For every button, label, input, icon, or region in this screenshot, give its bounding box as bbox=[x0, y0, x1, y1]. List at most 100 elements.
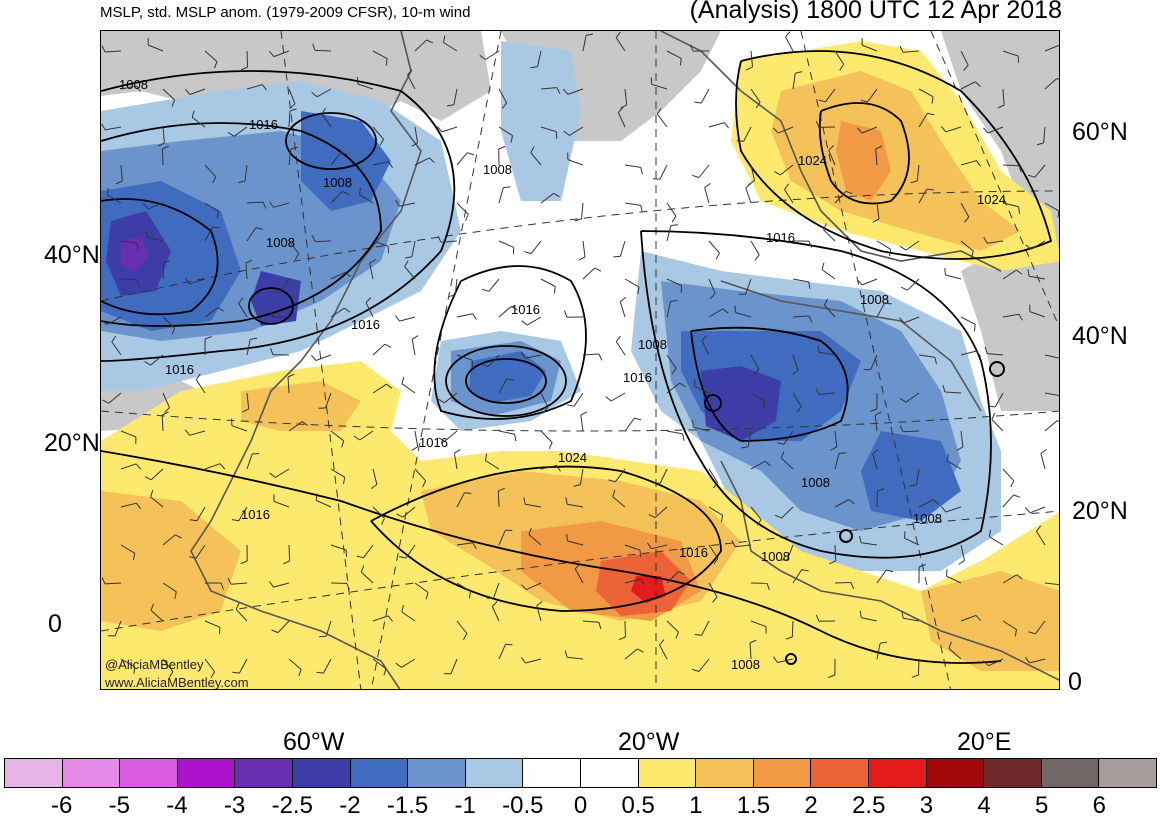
isobar-label: 1008 bbox=[638, 337, 667, 352]
wind-barb bbox=[625, 165, 641, 167]
anomaly-colorbar bbox=[4, 758, 1157, 788]
colorbar-swatch bbox=[927, 759, 985, 787]
colorbar-tick-label: 4 bbox=[977, 792, 990, 820]
wind-barb bbox=[620, 241, 625, 256]
lon-label: 20°W bbox=[618, 728, 679, 757]
isobar-label: 1024 bbox=[798, 153, 827, 168]
wind-barb bbox=[989, 537, 1003, 545]
wind-barb-flag bbox=[672, 216, 676, 222]
wind-barb-flag bbox=[716, 253, 719, 259]
colorbar-swatch bbox=[351, 759, 409, 787]
isobar-label: 1016 bbox=[249, 117, 278, 132]
colorbar-tick-label: -5 bbox=[109, 792, 130, 820]
colorbar-tick-label: 5 bbox=[1035, 792, 1048, 820]
wind-barb bbox=[531, 241, 541, 254]
wind-barb-flag bbox=[947, 569, 948, 576]
colorbar-swatch bbox=[63, 759, 121, 787]
wind-barb-flag bbox=[705, 183, 711, 187]
wind-barb bbox=[625, 203, 641, 205]
wind-barb-flag bbox=[581, 412, 587, 415]
isobar-label: 1008 bbox=[801, 475, 830, 490]
wind-barb bbox=[485, 51, 499, 60]
wind-barb-flag bbox=[564, 311, 567, 317]
wind-barb bbox=[315, 50, 331, 51]
colorbar-swatch bbox=[754, 759, 812, 787]
wind-barb bbox=[667, 431, 683, 434]
isobar-label: 1008 bbox=[323, 175, 352, 190]
wind-barb-flag bbox=[1011, 481, 1014, 487]
wind-barb bbox=[247, 51, 248, 67]
wind-barb-flag bbox=[959, 561, 965, 565]
wind-barb bbox=[162, 149, 163, 165]
wind-barb-flag bbox=[524, 252, 531, 254]
colorbar-swatch bbox=[523, 759, 581, 787]
wind-barb-flag bbox=[905, 531, 906, 538]
wind-barb bbox=[835, 583, 851, 584]
wind-barb-flag bbox=[786, 32, 791, 37]
map-title: (Analysis) 1800 UTC 12 Apr 2018 bbox=[690, 0, 1062, 25]
wind-barb bbox=[499, 307, 511, 318]
wind-barb bbox=[583, 241, 585, 257]
wind-barb bbox=[457, 203, 468, 214]
lon-label: 60°W bbox=[283, 728, 344, 757]
isobar-label: 1016 bbox=[351, 317, 380, 332]
credit-website: www.AliciaMBentley.com bbox=[105, 675, 249, 690]
colorbar-swatch bbox=[408, 759, 466, 787]
wind-barb-flag bbox=[499, 146, 506, 149]
isobar-label: 1008 bbox=[860, 292, 889, 307]
wind-barb-flag bbox=[1025, 508, 1030, 513]
isobar-label: 1016 bbox=[766, 230, 795, 245]
lat-label-left: 20°N bbox=[44, 429, 100, 458]
wind-barb-flag bbox=[683, 434, 684, 441]
colorbar-tick-label: -2 bbox=[339, 792, 360, 820]
wind-barb bbox=[568, 160, 583, 165]
wind-barb-flag bbox=[901, 287, 907, 290]
wind-barb-flag bbox=[1014, 495, 1021, 497]
wind-barb bbox=[1003, 165, 1019, 166]
wind-barb bbox=[961, 317, 975, 324]
wind-barb bbox=[751, 241, 759, 255]
wind-barb-flag bbox=[567, 405, 574, 407]
isobar-label: 1008 bbox=[731, 657, 760, 672]
wind-barb bbox=[611, 393, 625, 401]
wind-barb-flag bbox=[890, 249, 891, 256]
wind-barb-flag bbox=[503, 187, 510, 188]
wind-barb bbox=[415, 431, 418, 447]
wind-barb bbox=[625, 621, 626, 637]
wind-barb-flag bbox=[467, 153, 474, 155]
isobar-label: 1008 bbox=[119, 77, 148, 92]
wind-barb bbox=[1003, 495, 1014, 507]
wind-barb bbox=[316, 355, 331, 361]
wind-barb bbox=[625, 418, 635, 431]
lat-label-left: 0 bbox=[48, 610, 62, 639]
wind-barb-flag bbox=[1057, 421, 1060, 424]
isobar-label: 1024 bbox=[558, 450, 587, 465]
wind-barb bbox=[620, 302, 625, 317]
wind-barb bbox=[457, 314, 473, 317]
colorbar-swatch bbox=[581, 759, 639, 787]
wind-barb-flag bbox=[614, 256, 621, 257]
colorbar-tick-label: 6 bbox=[1093, 792, 1106, 820]
isobar-label: 1016 bbox=[419, 435, 448, 450]
map-panel[interactable]: 1008 1016 1008 1008 1016 1016 1008 1016 … bbox=[100, 30, 1060, 690]
wind-barb bbox=[1041, 454, 1045, 470]
colorbar-swatch bbox=[984, 759, 1042, 787]
colorbar-swatch bbox=[5, 759, 63, 787]
wind-barb bbox=[489, 279, 499, 291]
colorbar-swatch bbox=[178, 759, 236, 787]
wind-barb-flag bbox=[737, 141, 744, 142]
colorbar-tick-label: 0.5 bbox=[621, 792, 654, 820]
wind-barb bbox=[1003, 469, 1014, 481]
wind-barb bbox=[918, 659, 919, 675]
isobar-label: 1008 bbox=[483, 162, 512, 177]
colorbar-swatch bbox=[1042, 759, 1100, 787]
colorbar-swatch bbox=[811, 759, 869, 787]
wind-barb-flag bbox=[755, 255, 759, 260]
colorbar-swatch bbox=[869, 759, 927, 787]
wind-barb bbox=[442, 127, 457, 132]
wind-barb-flag bbox=[735, 306, 736, 313]
wind-barb bbox=[792, 621, 793, 637]
wind-barb bbox=[835, 545, 836, 561]
lat-label-right: 20°N bbox=[1072, 497, 1128, 526]
wind-barb-flag bbox=[671, 225, 678, 226]
